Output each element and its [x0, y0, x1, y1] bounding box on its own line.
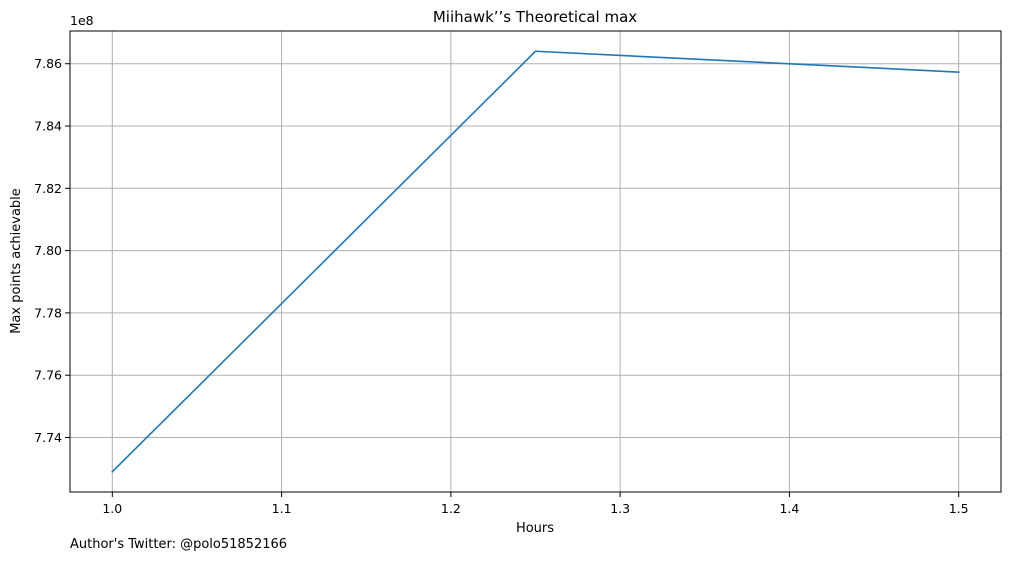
y-axis-label: Max points achievable [9, 188, 24, 334]
series-line [111, 50, 960, 473]
x-tick-label: 1.4 [779, 501, 799, 516]
y-offset-label: 1e8 [70, 13, 94, 28]
y-tick-label: 7.80 [34, 243, 62, 258]
x-axis-label: Hours [516, 521, 554, 536]
y-tick-label: 7.76 [34, 368, 62, 383]
chart-title: Miihawk’’s Theoretical max [433, 8, 637, 26]
series-layer [111, 50, 960, 473]
y-tick-label: 7.86 [34, 56, 62, 71]
x-tick-label: 1.5 [949, 501, 969, 516]
x-axis-ticks: 1.0 1.1 1.2 1.3 1.4 1.5 [102, 492, 969, 516]
x-gridlines [111, 31, 960, 492]
x-tick-label: 1.2 [441, 501, 461, 516]
y-tick-label: 7.74 [34, 430, 62, 445]
plot-frame [69, 30, 1002, 493]
author-footnote: Author's Twitter: @polo51852166 [70, 537, 288, 552]
x-tick-label: 1.3 [610, 501, 630, 516]
x-tick-label: 1.1 [272, 501, 292, 516]
y-axis-ticks: 7.74 7.76 7.78 7.80 7.82 7.84 7.86 [34, 56, 70, 445]
y-tick-label: 7.84 [34, 119, 62, 134]
x-tick-label: 1.0 [102, 501, 122, 516]
y-gridlines [70, 63, 1001, 438]
y-tick-label: 7.78 [34, 305, 62, 320]
y-tick-label: 7.82 [34, 181, 62, 196]
